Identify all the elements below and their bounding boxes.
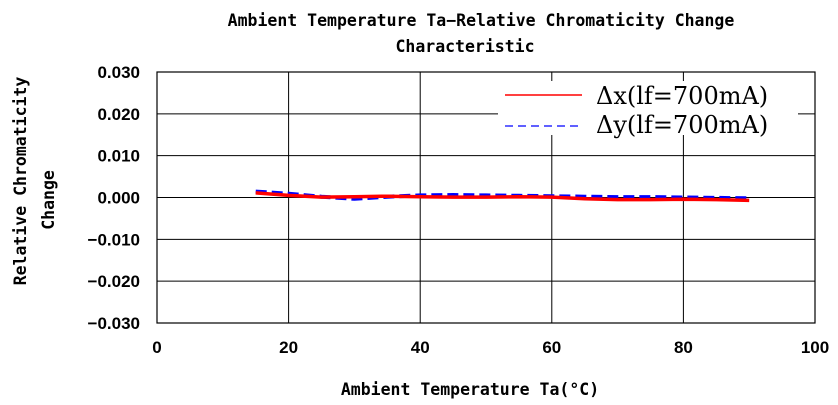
legend: Δx(lf=700mA) Δy(lf=700mA) (498, 81, 798, 139)
legend-label-dx: Δx(lf=700mA) (596, 82, 768, 110)
y-tick-label: 0.010 (97, 147, 140, 166)
x-tick-label: 80 (674, 338, 693, 357)
y-tick-label: 0.020 (97, 105, 140, 124)
series-line-dx (255, 191, 750, 203)
y-tick-labels: 0.030 0.020 0.010 0.000 −0.010 −0.020 −0.030 (88, 63, 140, 333)
y-tick-label: −0.020 (88, 272, 140, 291)
x-tick-label: 100 (801, 338, 829, 357)
chart-title-line-2: Characteristic (395, 37, 534, 56)
y-tick-label: 0.000 (97, 189, 140, 208)
x-tick-label: 20 (279, 338, 298, 357)
x-tick-labels: 0 20 40 60 80 100 (152, 338, 829, 357)
chart-title-line-1: Ambient Temperature Ta−Relative Chromati… (228, 11, 735, 30)
x-axis-label: Ambient Temperature Ta(°C) (341, 380, 599, 399)
y-tick-label: −0.010 (88, 230, 140, 249)
y-tick-label: −0.030 (88, 314, 140, 333)
y-tick-label: 0.030 (97, 63, 140, 82)
plot-frame (156, 71, 816, 324)
x-tick-label: 40 (411, 338, 430, 357)
series-layer (255, 189, 750, 203)
y-axis-label-line-2: Change (39, 170, 58, 230)
x-tick-label: 60 (542, 338, 561, 357)
x-tick-label: 0 (152, 338, 161, 357)
legend-label-dy: Δy(lf=700mA) (596, 111, 768, 139)
y-axis-label-line-1: Relative Chromaticity (11, 77, 30, 286)
